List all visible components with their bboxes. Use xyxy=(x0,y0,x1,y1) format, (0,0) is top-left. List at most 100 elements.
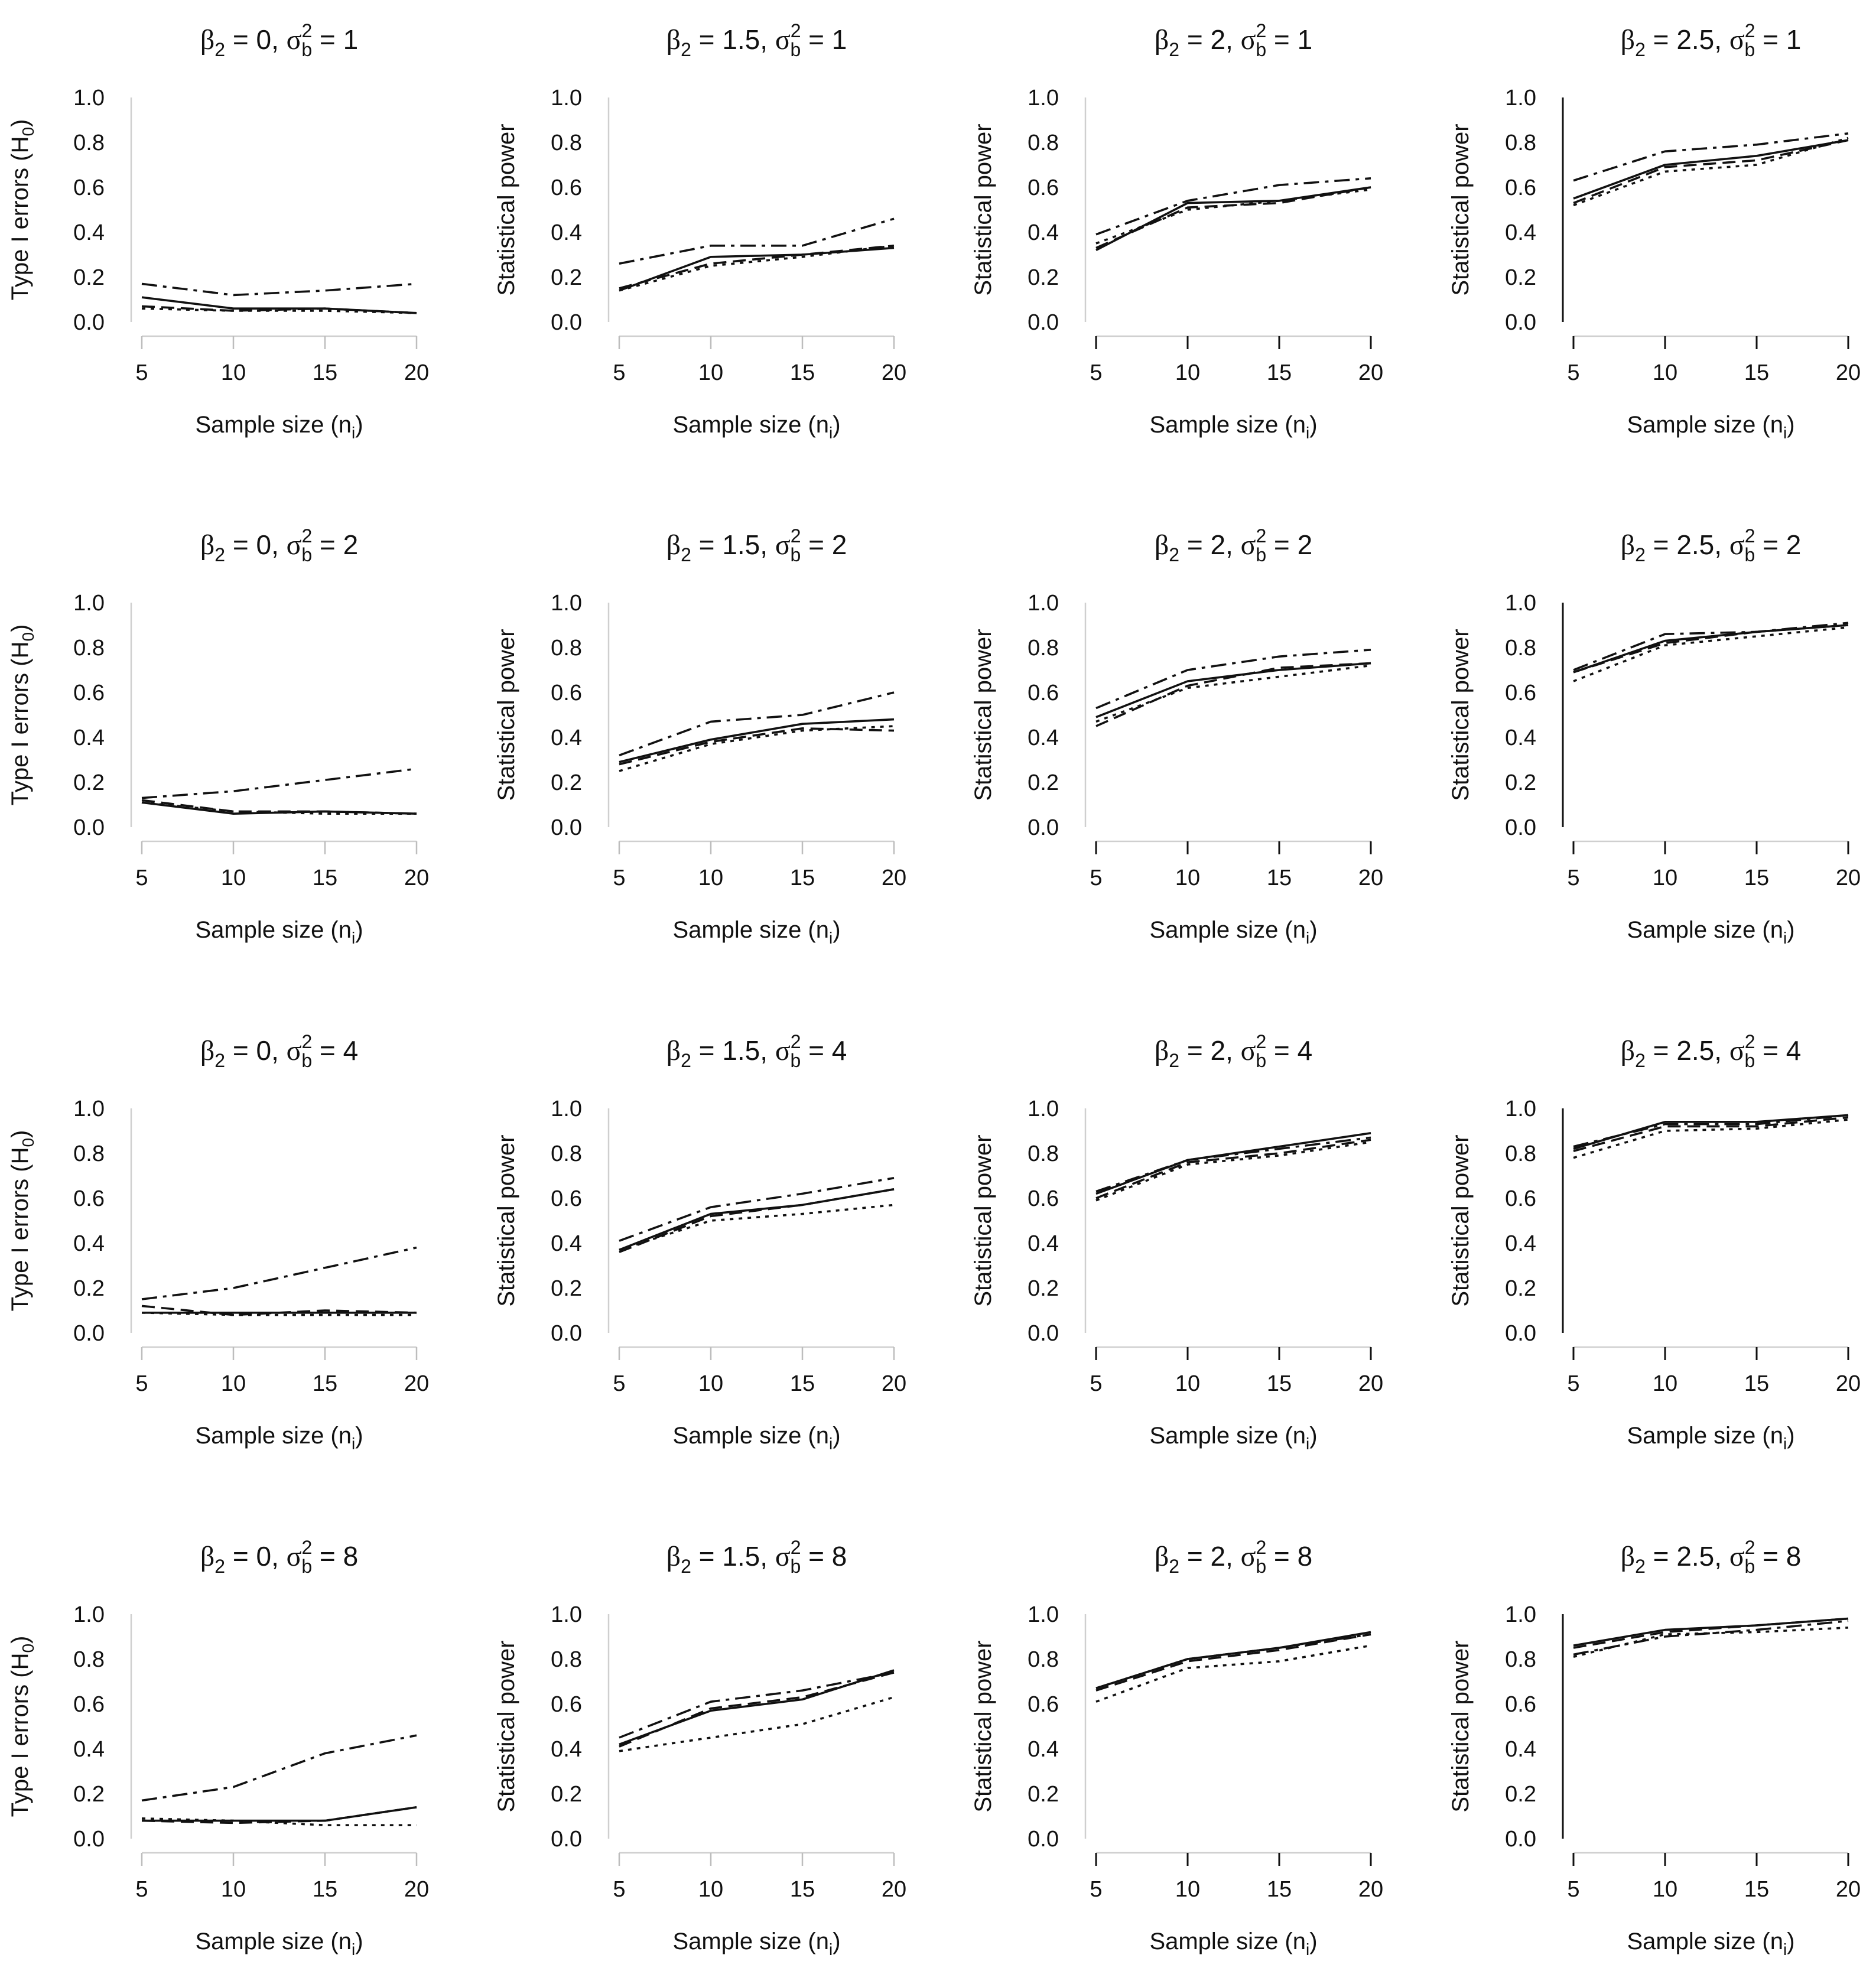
title-beta-subscript: 2 xyxy=(214,544,225,565)
x-tick-label: 15 xyxy=(313,1371,337,1396)
y-axis-label-subscript: 0 xyxy=(19,1644,37,1653)
y-tick-label: 0.6 xyxy=(1505,1186,1536,1211)
x-axis-label: Sample size (ni) xyxy=(1149,1928,1317,1959)
y-tick-label: 0.8 xyxy=(1505,131,1536,155)
series-line-dotted xyxy=(619,725,895,772)
panel-1: β2 = 0, σ2 b = 10.00.20.40.60.81.05 10 15 20… xyxy=(7,20,429,442)
title-sigma-equals: = xyxy=(1266,1541,1297,1572)
title-sigma-equals: = xyxy=(801,24,831,55)
title-sigma-superscript: 2 xyxy=(791,20,801,41)
series-line-solid xyxy=(1573,1617,1849,1647)
title-beta-subscript: 2 xyxy=(214,1556,225,1577)
y-tick-label: 0.6 xyxy=(73,681,105,705)
y-tick-label: 0.2 xyxy=(73,265,105,290)
x-axis-label-subscript: i xyxy=(1783,1940,1787,1959)
y-tick-label: 0.6 xyxy=(551,175,582,200)
title-separator: , xyxy=(760,1541,775,1572)
title-beta-symbol: β xyxy=(1621,1541,1635,1572)
title-sigma-value: 1 xyxy=(1298,24,1313,55)
y-tick-label: 0.8 xyxy=(551,636,582,661)
series-line-dotted xyxy=(1573,626,1849,682)
title-sigma-value: 1 xyxy=(1786,24,1802,55)
x-axis-label: Sample size (ni) xyxy=(672,1423,840,1453)
y-tick-label: 0.6 xyxy=(1028,681,1059,705)
title-beta-subscript: 2 xyxy=(1169,1556,1179,1577)
title-beta-value: 2 xyxy=(1211,1035,1226,1066)
series-line-dashed xyxy=(619,245,895,290)
title-sigma-superscript: 2 xyxy=(1256,1031,1267,1052)
series-line-solid xyxy=(619,1188,895,1251)
panel-7: β2 = 2, σ2 b = 20.00.20.40.60.81.05 10 15 20… xyxy=(970,525,1383,947)
panel-title: β2 = 2.5, σ2 b = 2 xyxy=(1621,525,1802,565)
x-tick-label: 15 xyxy=(790,1877,815,1902)
x-tick-label: 15 xyxy=(1267,1877,1292,1902)
title-beta-subscript: 2 xyxy=(1635,1556,1646,1577)
y-tick-label: 0.4 xyxy=(1028,1737,1059,1762)
x-tick-label: 5 xyxy=(1567,1877,1579,1902)
title-sigma-equals: = xyxy=(312,529,343,560)
y-axis-label-main: Statistical power xyxy=(493,629,519,801)
x-axis-label-main: Sample size (n xyxy=(672,412,829,438)
title-beta-value: 0 xyxy=(256,529,272,560)
x-tick-label: 20 xyxy=(1836,1371,1861,1396)
series-line-solid xyxy=(619,718,895,763)
x-tick-label: 5 xyxy=(1090,360,1102,385)
y-tick-label: 0.8 xyxy=(551,131,582,155)
x-axis-label-end: ) xyxy=(1309,1928,1317,1954)
x-tick-label: 20 xyxy=(404,1877,429,1902)
y-axis-label-main: Statistical power xyxy=(970,1640,996,1812)
title-separator: , xyxy=(760,1035,775,1066)
y-axis-label-end: ) xyxy=(7,1130,33,1138)
panel-13: β2 = 0, σ2 b = 80.00.20.40.60.81.05 10 15 20… xyxy=(7,1537,429,1959)
title-sigma-subscript: b xyxy=(1256,544,1266,565)
title-beta-subscript: 2 xyxy=(1635,544,1646,565)
x-tick-label: 20 xyxy=(1358,1371,1383,1396)
panel-title: β2 = 1.5, σ2 b = 2 xyxy=(666,525,847,565)
y-axis-label-main: Statistical power xyxy=(1448,1640,1474,1812)
title-separator: , xyxy=(1225,24,1241,55)
y-tick-label: 1.0 xyxy=(1028,591,1059,616)
title-sigma-superscript: 2 xyxy=(791,1537,801,1558)
x-axis-label-subscript: i xyxy=(352,424,355,442)
title-sigma-equals: = xyxy=(1755,1035,1786,1066)
x-axis-label: Sample size (ni) xyxy=(195,412,363,442)
x-tick-label: 15 xyxy=(1744,866,1769,890)
series-line-dashed xyxy=(1095,1633,1371,1692)
x-tick-label: 15 xyxy=(313,360,337,385)
x-axis-label-main: Sample size (n xyxy=(1149,1423,1306,1449)
y-axis-label-subscript: 0 xyxy=(19,632,37,642)
x-tick-label: 10 xyxy=(698,866,723,890)
title-beta-symbol: β xyxy=(666,1541,681,1572)
y-tick-label: 0.6 xyxy=(1505,175,1536,200)
y-tick-label: 0.2 xyxy=(73,1276,105,1301)
title-sigma-subscript: b xyxy=(301,544,312,565)
y-tick-label: 0.0 xyxy=(1028,1827,1059,1852)
title-beta-equals: = xyxy=(691,24,722,55)
y-axis-label-end: ) xyxy=(7,625,33,632)
y-tick-label: 0.4 xyxy=(1505,220,1536,245)
x-axis-label-subscript: i xyxy=(829,424,833,442)
title-sigma-value: 2 xyxy=(832,529,847,560)
series-line-dash-dot xyxy=(1573,622,1849,671)
x-tick-label: 20 xyxy=(404,1371,429,1396)
x-axis-label-end: ) xyxy=(1309,412,1317,438)
series-line-dash-dot xyxy=(1573,132,1849,182)
x-axis-label-subscript: i xyxy=(829,1435,833,1453)
title-beta-equals: = xyxy=(225,1035,256,1066)
title-beta-equals: = xyxy=(1179,24,1210,55)
panel-title: β2 = 0, σ2 b = 8 xyxy=(200,1537,358,1577)
y-tick-label: 0.4 xyxy=(1028,1231,1059,1256)
y-tick-label: 0.0 xyxy=(1028,815,1059,840)
y-tick-label: 0.0 xyxy=(1505,815,1536,840)
y-axis-label: Statistical power xyxy=(1448,123,1474,295)
x-axis-label: Sample size (ni) xyxy=(1627,1423,1794,1453)
panel-title: β2 = 2, σ2 b = 2 xyxy=(1155,525,1312,565)
title-beta-equals: = xyxy=(1179,1541,1210,1572)
y-tick-label: 0.2 xyxy=(1028,1782,1059,1807)
x-tick-label: 20 xyxy=(882,1877,906,1902)
y-axis-label-end: ) xyxy=(7,1636,33,1644)
y-tick-label: 0.8 xyxy=(1028,1141,1059,1166)
y-tick-label: 0.6 xyxy=(73,175,105,200)
series-line-dashed xyxy=(619,1188,895,1253)
y-tick-label: 0.8 xyxy=(551,1141,582,1166)
